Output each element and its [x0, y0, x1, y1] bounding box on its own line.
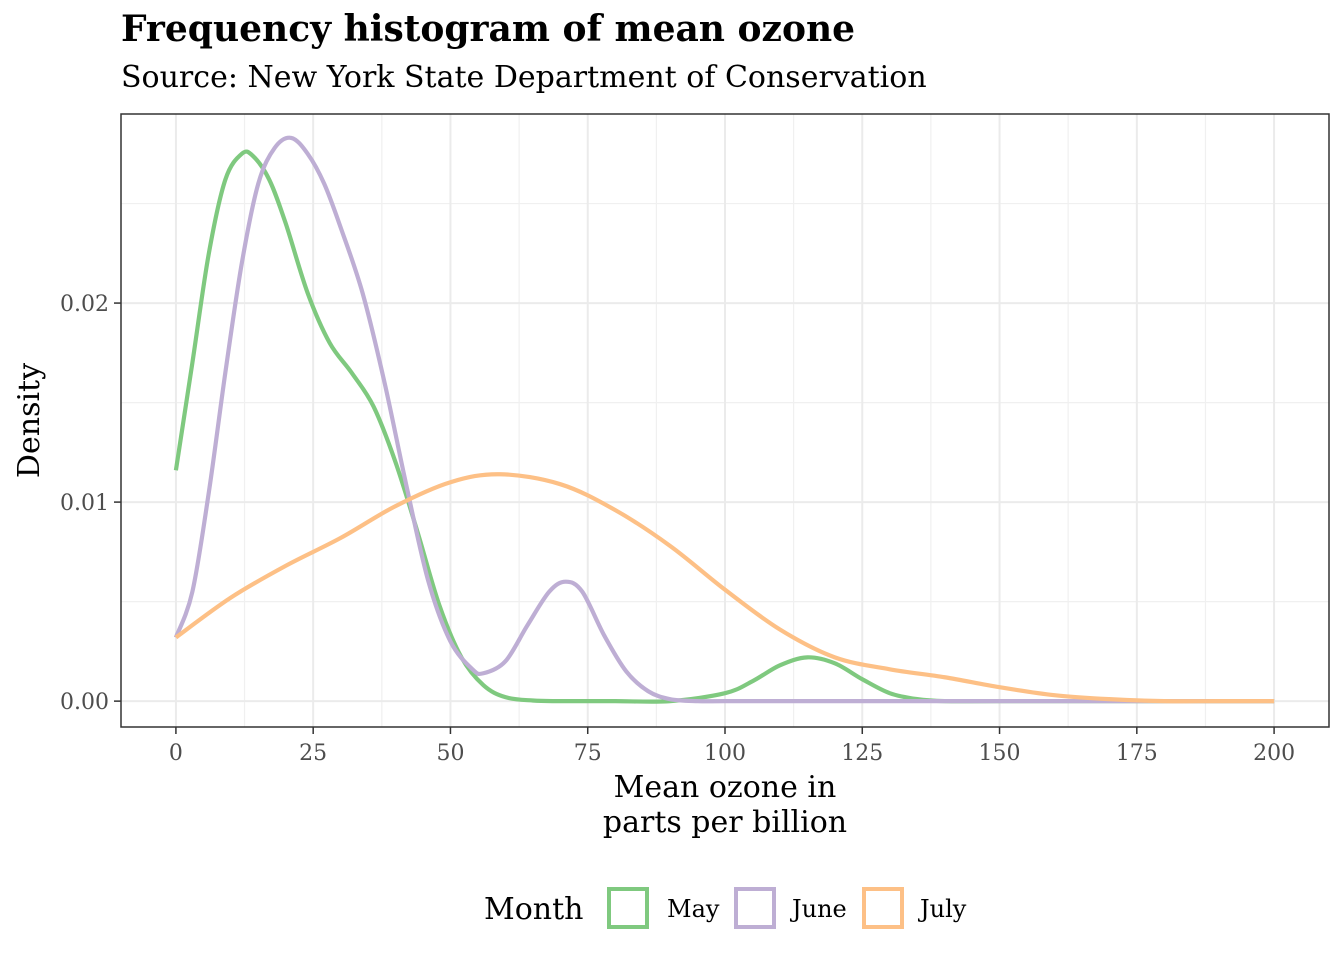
x-axis-title-line-2: parts per billion [603, 805, 847, 840]
chart-subtitle: Source: New York State Department of Con… [121, 60, 927, 95]
x-tick-label: 0 [169, 741, 183, 766]
legend-key-may [607, 887, 649, 929]
y-axis-title: Density [12, 363, 47, 478]
legend: Month May June July [484, 887, 967, 929]
density-lines [173, 135, 1275, 704]
x-tick-label: 50 [436, 741, 464, 766]
x-tick-label: 125 [841, 741, 883, 766]
x-tick-label: 200 [1253, 741, 1295, 766]
legend-title: Month [484, 892, 583, 927]
legend-key-july [862, 887, 904, 929]
legend-key-june [734, 887, 776, 929]
x-axis: 0 25 50 75 100 125 150 175 200 [169, 727, 1295, 766]
legend-label-june: June [789, 895, 847, 923]
x-tick-label: 75 [574, 741, 602, 766]
legend-label-may: May [667, 895, 720, 923]
major-gridlines [121, 114, 1329, 727]
y-tick-label: 0.01 [60, 491, 109, 516]
density-line-june [173, 135, 1275, 704]
x-tick-label: 175 [1116, 741, 1158, 766]
x-tick-label: 100 [704, 741, 746, 766]
y-tick-label: 0.02 [60, 292, 109, 317]
density-line-july [174, 472, 1275, 704]
x-tick-label: 25 [299, 741, 327, 766]
y-tick-label: 0.00 [60, 690, 109, 715]
y-axis: 0.00 0.01 0.02 [60, 292, 121, 715]
legend-label-july: July [917, 895, 967, 923]
density-line-may [173, 149, 1275, 704]
chart-title: Frequency histogram of mean ozone [121, 8, 856, 50]
x-axis-title-line-1: Mean ozone in [614, 770, 837, 805]
x-tick-label: 150 [979, 741, 1021, 766]
